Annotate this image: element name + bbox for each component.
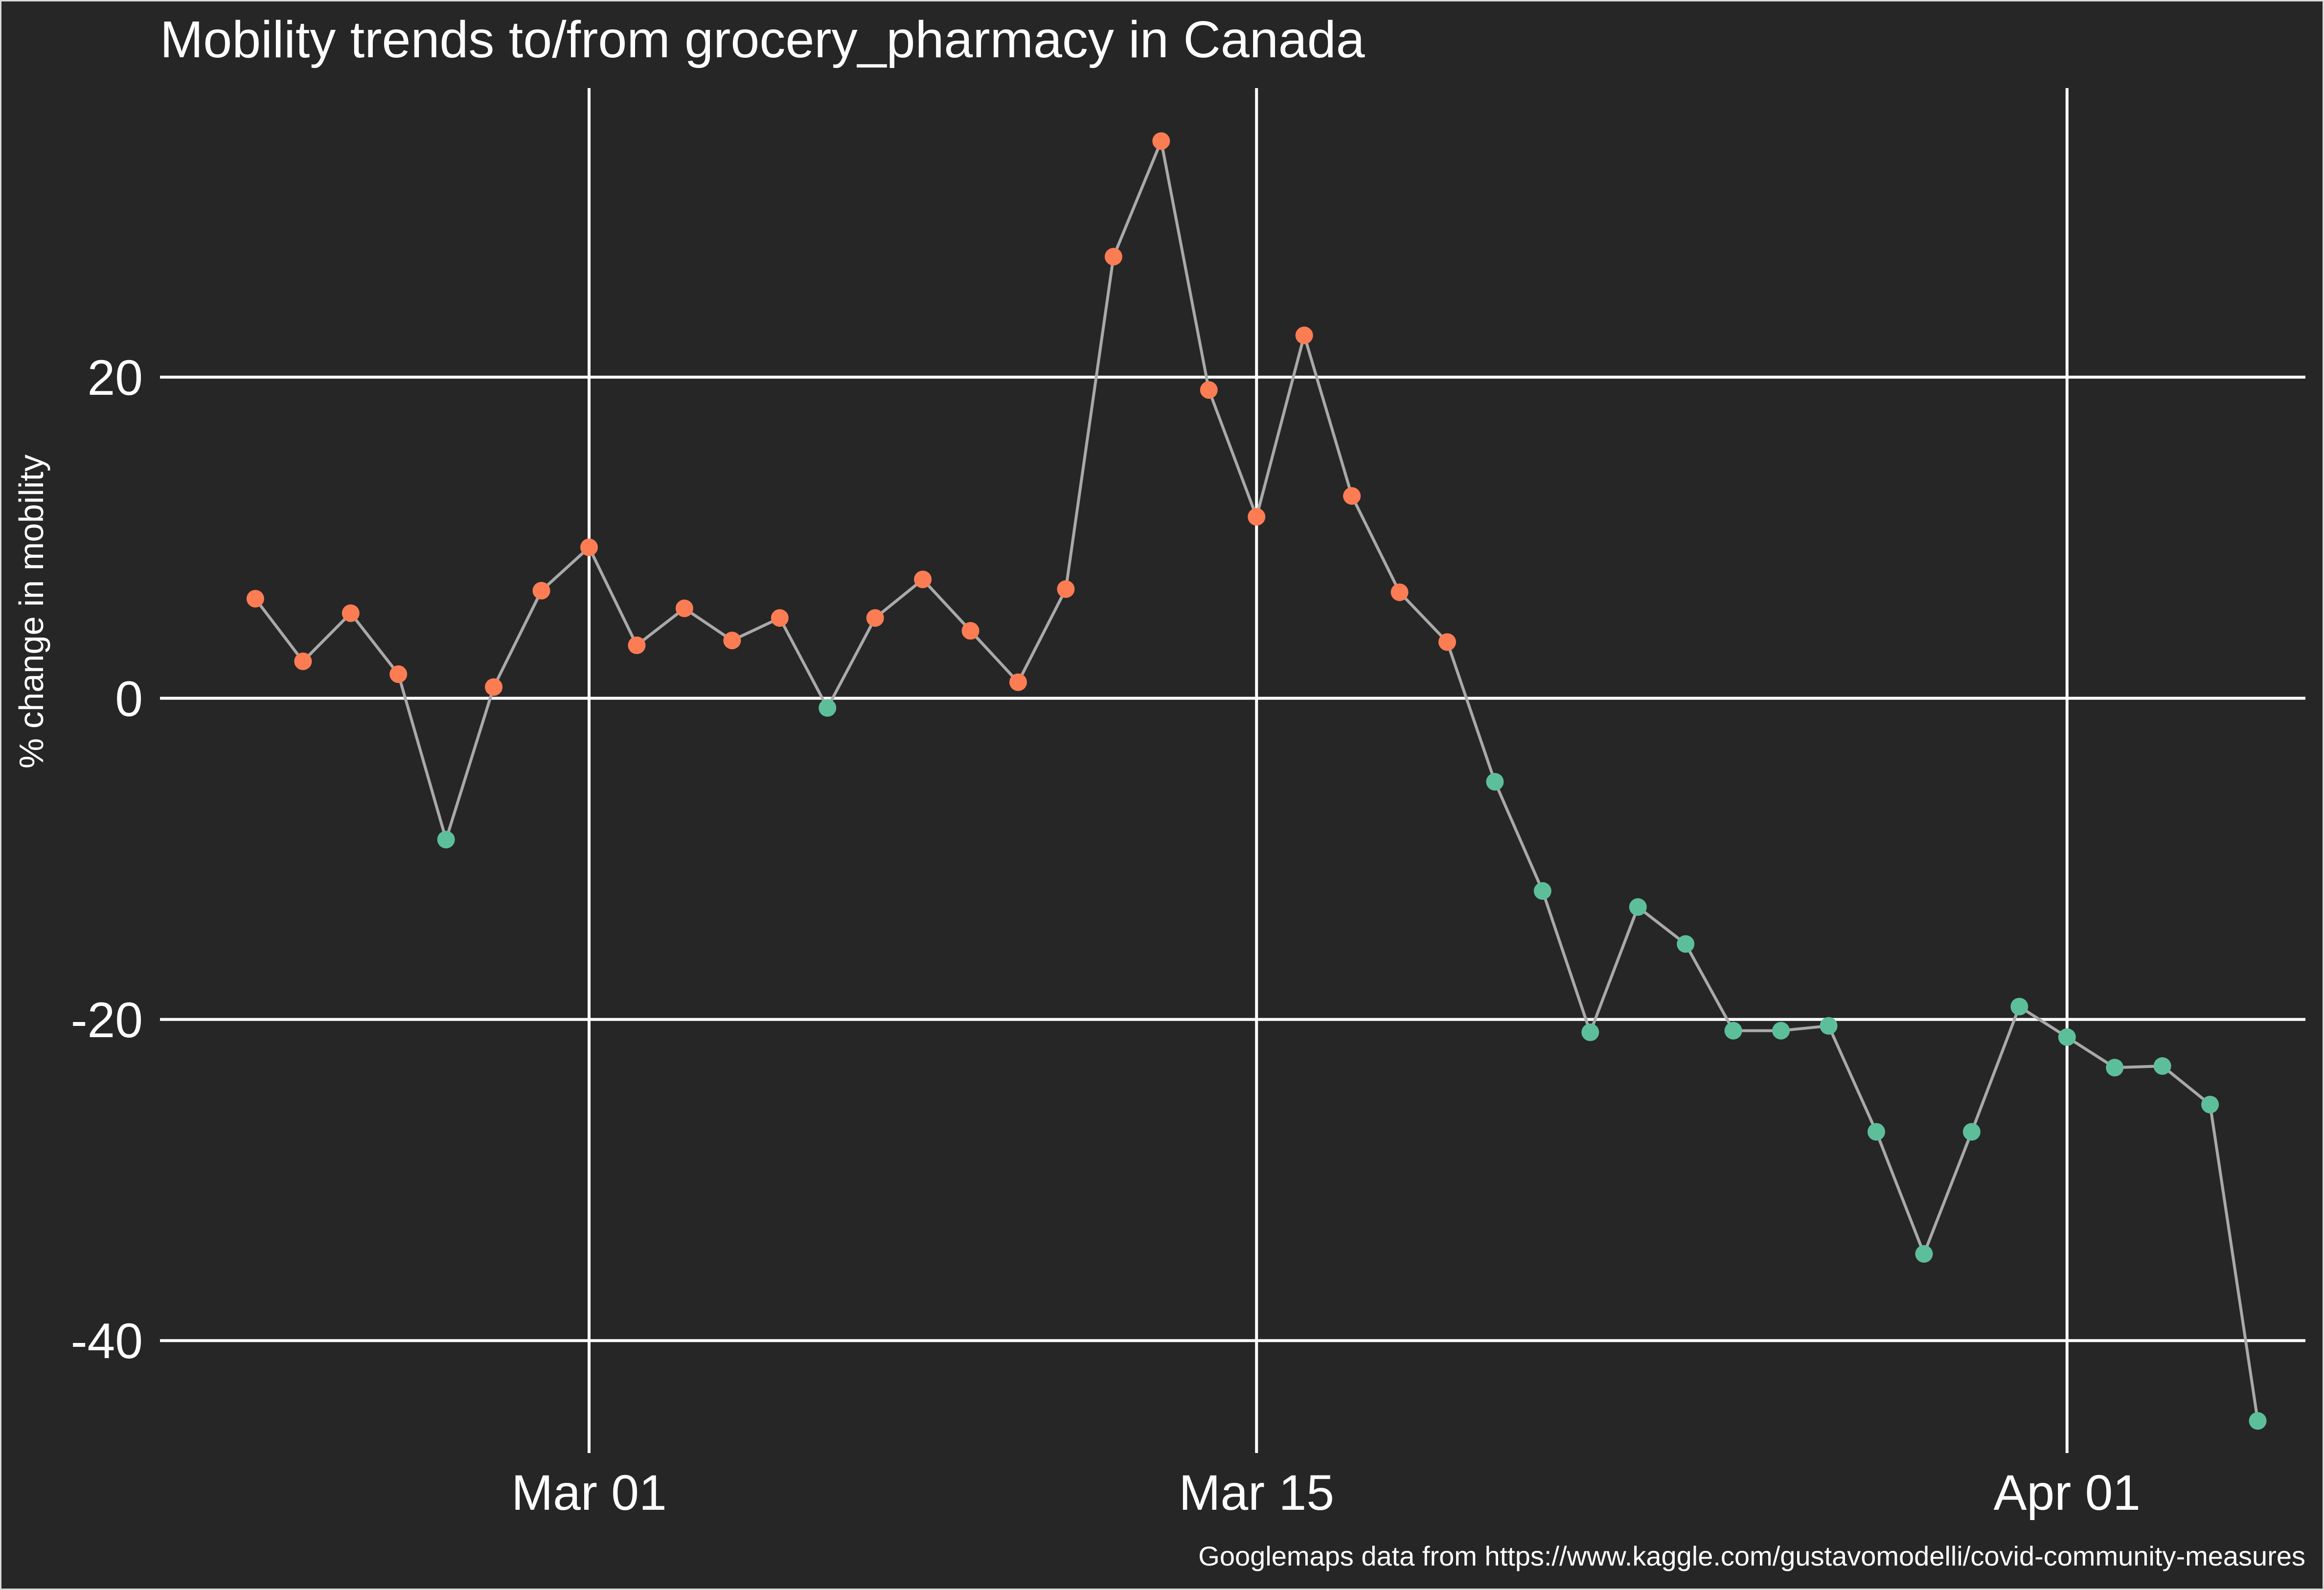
grid	[160, 88, 2305, 1453]
x-tick-label: Mar 01	[511, 1465, 666, 1521]
data-point	[819, 699, 837, 717]
data-point	[1438, 633, 1456, 651]
data-point	[2058, 1028, 2076, 1046]
data-point	[1104, 248, 1122, 266]
data-point	[1820, 1017, 1838, 1035]
data-point	[1772, 1022, 1790, 1040]
data-point	[1295, 326, 1313, 344]
data-point	[1009, 673, 1027, 691]
data-point	[866, 609, 884, 627]
data-point	[389, 665, 408, 683]
chart-title: Mobility trends to/from grocery_pharmacy…	[160, 11, 1365, 68]
data-point	[532, 582, 550, 600]
data-point	[1581, 1023, 1599, 1042]
data-point	[723, 632, 741, 650]
data-point	[1343, 487, 1361, 505]
y-axis-ticks: 20 0 -20 -40	[71, 350, 143, 1369]
data-point	[1915, 1245, 1933, 1263]
y-tick-label: -40	[71, 1313, 143, 1369]
data-point	[2201, 1095, 2219, 1113]
data-point	[1390, 583, 1409, 601]
data-point	[1724, 1022, 1742, 1040]
data-point	[342, 604, 360, 622]
data-point	[2106, 1059, 2124, 1077]
data-point	[2249, 1412, 2267, 1430]
data-point	[2010, 998, 2028, 1016]
data-point	[294, 652, 312, 670]
data-point	[1868, 1123, 1885, 1141]
y-tick-label: 0	[115, 671, 143, 727]
data-points	[246, 132, 2267, 1430]
data-point	[246, 590, 264, 608]
data-point	[1486, 772, 1504, 791]
y-tick-label: 20	[88, 350, 143, 406]
data-point	[914, 570, 932, 589]
data-point	[580, 538, 598, 556]
data-point	[675, 599, 693, 617]
chart-caption: Googlemaps data from https://www.kaggle.…	[1198, 1541, 2305, 1571]
data-point	[437, 831, 455, 849]
data-point	[1677, 935, 1695, 953]
data-point	[628, 636, 646, 654]
data-point	[1962, 1123, 1981, 1141]
data-point	[1057, 580, 1075, 598]
data-point	[1248, 508, 1266, 526]
data-point	[1629, 898, 1647, 916]
x-axis-ticks: Mar 01 Mar 15 Apr 01	[511, 1465, 2141, 1521]
data-point	[1200, 381, 1218, 399]
data-point	[961, 622, 980, 640]
x-tick-label: Mar 15	[1179, 1465, 1334, 1521]
data-point	[1152, 132, 1170, 150]
x-tick-label: Apr 01	[1994, 1465, 2141, 1521]
y-tick-label: -20	[71, 992, 143, 1048]
y-axis-label: % change in mobility	[12, 454, 50, 769]
data-point	[2153, 1057, 2171, 1075]
data-point	[1533, 882, 1551, 900]
data-point	[485, 678, 503, 696]
data-point	[771, 609, 789, 627]
